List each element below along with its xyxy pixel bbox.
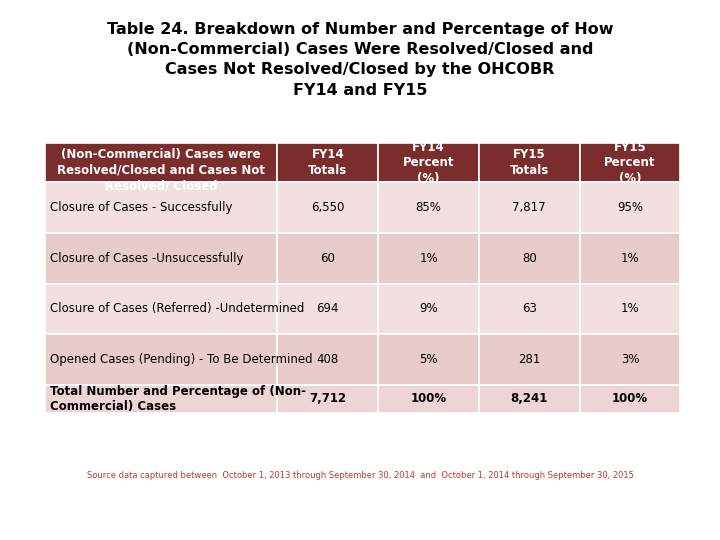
Bar (45, 233, 277, 284)
Text: 281: 281 (518, 353, 541, 366)
Bar (580, 334, 680, 384)
Text: Closure of Cases (Referred) -Undetermined: Closure of Cases (Referred) -Undetermine… (50, 302, 305, 315)
Bar (277, 284, 378, 334)
Text: 7,712: 7,712 (309, 393, 346, 406)
Bar (479, 233, 580, 284)
Text: 85%: 85% (415, 201, 441, 214)
Text: 408: 408 (317, 353, 339, 366)
Text: Opened Cases (Pending) - To Be Determined: Opened Cases (Pending) - To Be Determine… (50, 353, 313, 366)
Bar (580, 183, 680, 233)
Bar (277, 384, 378, 413)
Text: 100%: 100% (612, 393, 648, 406)
Text: FY15
Totals: FY15 Totals (510, 148, 549, 177)
Bar (45, 143, 277, 183)
Text: 694: 694 (317, 302, 339, 315)
Bar (378, 284, 479, 334)
Bar (45, 334, 277, 384)
Text: 8,241: 8,241 (510, 393, 548, 406)
Text: 63: 63 (522, 302, 536, 315)
Text: Table 24. Breakdown of Number and Percentage of How
(Non-Commercial) Cases Were : Table 24. Breakdown of Number and Percen… (107, 22, 613, 98)
Bar (45, 284, 277, 334)
Text: 60: 60 (320, 252, 336, 265)
Text: FY14
Totals: FY14 Totals (308, 148, 347, 177)
Bar (580, 233, 680, 284)
Bar (277, 143, 378, 183)
Text: 9%: 9% (419, 302, 438, 315)
Text: Source data captured between  October 1, 2013 through September 30, 2014  and  O: Source data captured between October 1, … (86, 471, 634, 480)
Text: 7,817: 7,817 (513, 201, 546, 214)
Text: 1%: 1% (621, 252, 639, 265)
Bar (580, 143, 680, 183)
Text: How
(Non-Commercial) Cases were
Resolved/Closed and Cases Not
Resolved/ Closed: How (Non-Commercial) Cases were Resolved… (57, 133, 265, 192)
Bar (45, 384, 277, 413)
Bar (378, 143, 479, 183)
Bar (378, 384, 479, 413)
Text: 100%: 100% (410, 393, 446, 406)
Text: 3%: 3% (621, 353, 639, 366)
Bar (479, 284, 580, 334)
Bar (277, 334, 378, 384)
Text: 6,550: 6,550 (311, 201, 344, 214)
Bar (479, 183, 580, 233)
Text: FY15
Percent
(%): FY15 Percent (%) (604, 141, 656, 185)
Text: 95%: 95% (617, 201, 643, 214)
Bar (479, 143, 580, 183)
Text: Closure of Cases -Unsuccessfully: Closure of Cases -Unsuccessfully (50, 252, 244, 265)
Text: 1%: 1% (621, 302, 639, 315)
Bar (378, 334, 479, 384)
Bar (378, 233, 479, 284)
Text: FY14
Percent
(%): FY14 Percent (%) (402, 141, 454, 185)
Bar (277, 233, 378, 284)
Text: Closure of Cases - Successfully: Closure of Cases - Successfully (50, 201, 233, 214)
Text: Total Number and Percentage of (Non-
Commercial) Cases: Total Number and Percentage of (Non- Com… (50, 384, 307, 413)
Bar (580, 384, 680, 413)
Bar (378, 183, 479, 233)
Text: 80: 80 (522, 252, 536, 265)
Text: 1%: 1% (419, 252, 438, 265)
Bar (479, 384, 580, 413)
Bar (277, 183, 378, 233)
Bar (45, 183, 277, 233)
Text: 5%: 5% (419, 353, 438, 366)
Bar (580, 284, 680, 334)
Bar (479, 334, 580, 384)
